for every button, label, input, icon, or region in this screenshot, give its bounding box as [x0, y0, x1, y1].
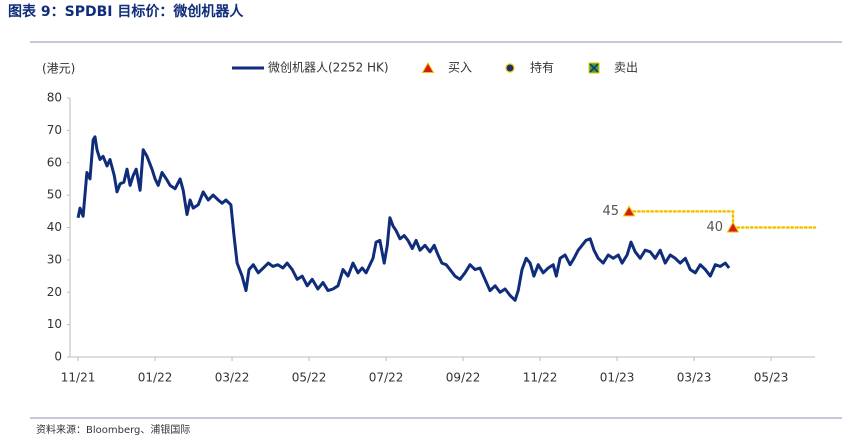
- y-tick-label: 40: [47, 220, 62, 234]
- legend-label: 买入: [448, 61, 472, 75]
- buy-marker: [421, 62, 435, 73]
- x-tick-label: 11/21: [61, 371, 96, 385]
- sell-marker-cross: [589, 63, 599, 73]
- y-axis-label: (港元): [42, 62, 75, 76]
- target-label: 40: [706, 220, 723, 235]
- x-tick-label: 07/22: [369, 371, 404, 385]
- legend-label: 卖出: [614, 61, 638, 75]
- y-tick-label: 0: [54, 350, 62, 364]
- x-tick-label: 01/22: [138, 371, 173, 385]
- buy-marker: [726, 221, 740, 233]
- x-tick-label: 11/22: [523, 371, 558, 385]
- y-tick-label: 50: [47, 188, 62, 202]
- y-tick-label: 20: [47, 285, 62, 299]
- x-tick-label: 03/23: [677, 371, 712, 385]
- source: 资料来源：Bloomberg、浦银国际: [36, 423, 190, 436]
- sell-marker: [588, 62, 600, 74]
- x-tick-label: 09/22: [446, 371, 481, 385]
- x-tick-label: 01/23: [600, 371, 635, 385]
- buy-marker: [622, 205, 636, 217]
- y-tick-label: 70: [47, 123, 62, 137]
- price-line: [76, 135, 731, 302]
- legend-label: 持有: [530, 60, 554, 75]
- y-tick-label: 60: [47, 155, 62, 169]
- y-tick-label: 10: [47, 317, 62, 331]
- y-tick-label: 30: [47, 252, 62, 266]
- x-tick-label: 05/23: [754, 371, 789, 385]
- target-label: 45: [602, 204, 619, 219]
- chart-title: 图表 9：SPDBI 目标价：微创机器人: [8, 3, 244, 20]
- legend-label: 微创机器人(2252 HK): [268, 61, 389, 75]
- hold-marker: [505, 63, 515, 73]
- x-tick-label: 03/22: [215, 371, 250, 385]
- x-tick-label: 05/22: [292, 371, 327, 385]
- y-tick-label: 80: [47, 91, 62, 105]
